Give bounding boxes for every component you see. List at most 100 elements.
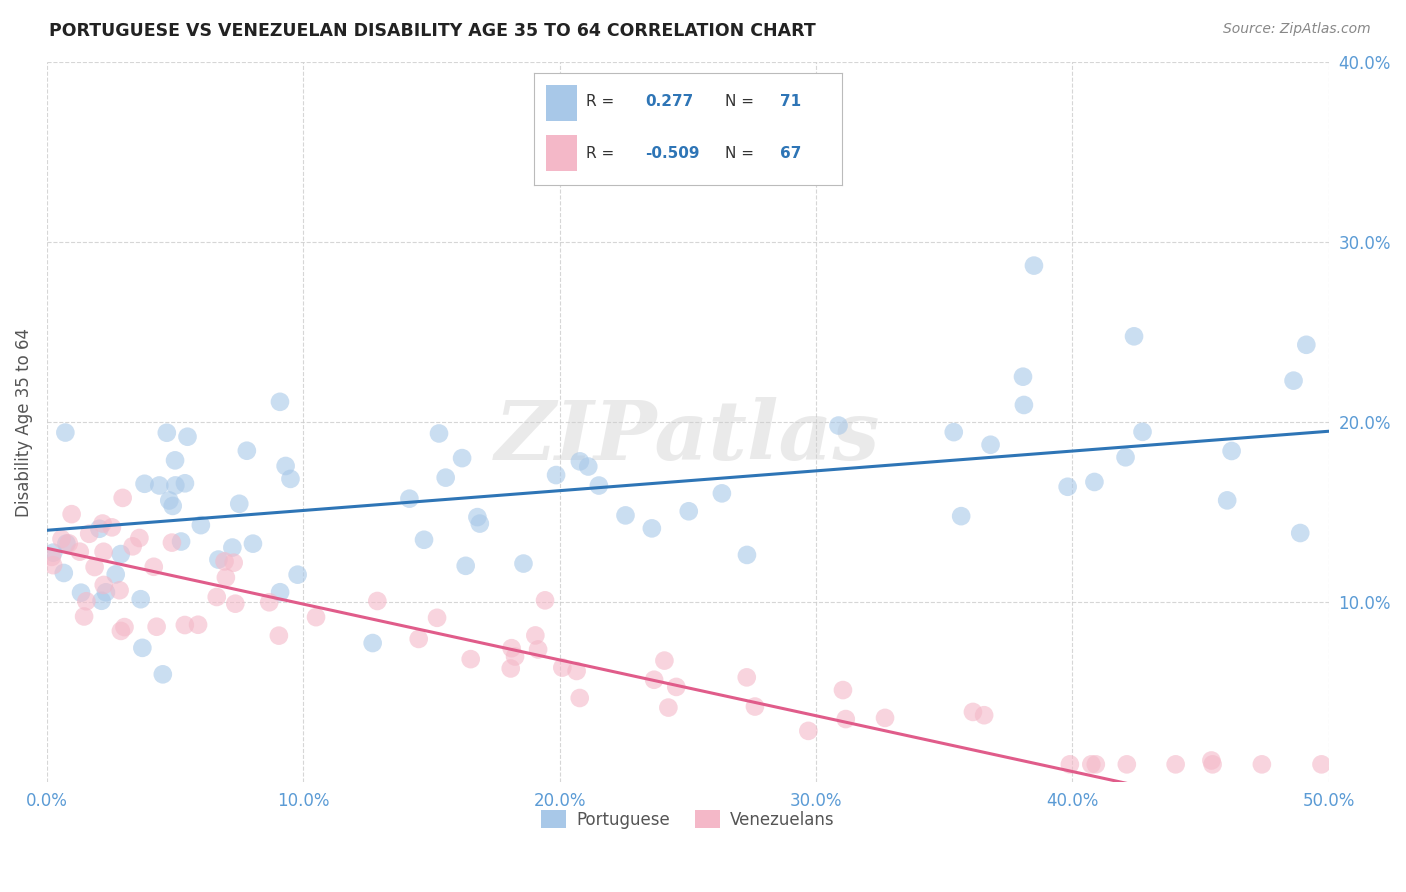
Point (973, 708, 995, 723)
Point (128, 531, 150, 545)
Point (873, 711, 896, 725)
Point (1022, 259, 1045, 273)
Point (1282, 374, 1305, 388)
Point (551, 660, 574, 674)
Point (162, 499, 184, 513)
Point (165, 453, 187, 467)
Point (1201, 754, 1223, 768)
Point (152, 667, 174, 681)
Point (1115, 450, 1137, 465)
Point (111, 491, 134, 505)
Point (207, 552, 229, 566)
Point (398, 491, 420, 506)
Y-axis label: Disability Age 35 to 64: Disability Age 35 to 64 (15, 327, 32, 516)
Point (114, 620, 136, 634)
Point (269, 585, 291, 599)
Point (148, 478, 170, 492)
Point (527, 642, 550, 657)
Point (427, 426, 450, 441)
Point (280, 472, 302, 486)
Point (1295, 338, 1317, 352)
Point (665, 680, 688, 694)
Point (287, 567, 309, 582)
Point (1216, 493, 1239, 508)
Point (259, 595, 281, 609)
Point (512, 557, 534, 571)
Point (110, 624, 132, 638)
Point (187, 617, 209, 632)
Point (1059, 757, 1081, 772)
Point (467, 510, 489, 524)
Point (165, 478, 187, 492)
Legend: Portuguese, Venezuelans: Portuguese, Venezuelans (534, 803, 841, 835)
Point (101, 520, 124, 534)
Point (91, 516, 114, 531)
Point (121, 539, 143, 553)
Point (205, 590, 228, 604)
Point (1164, 757, 1187, 772)
Point (733, 154, 755, 169)
Point (797, 723, 820, 738)
Point (568, 691, 591, 706)
Point (221, 541, 243, 555)
Point (173, 618, 195, 632)
Point (242, 536, 264, 550)
Point (110, 547, 132, 561)
Point (980, 438, 1002, 452)
Point (361, 636, 384, 650)
Point (94, 585, 117, 599)
Point (89, 522, 111, 536)
Point (93, 545, 115, 559)
Point (1250, 757, 1272, 772)
Point (710, 486, 733, 500)
Point (267, 629, 290, 643)
Point (835, 712, 858, 726)
Point (468, 516, 491, 531)
Point (1012, 369, 1035, 384)
Point (51, 532, 73, 546)
Point (1123, 329, 1146, 343)
Point (156, 425, 179, 440)
Point (735, 670, 758, 684)
Point (1084, 757, 1107, 772)
Point (236, 443, 259, 458)
Point (170, 534, 193, 549)
Point (131, 640, 153, 655)
Point (52, 566, 75, 580)
Point (305, 610, 328, 624)
Point (962, 705, 984, 719)
Point (69, 544, 91, 558)
Point (108, 583, 131, 598)
Point (643, 673, 665, 687)
Point (1083, 475, 1105, 489)
Point (1201, 757, 1223, 772)
Point (160, 535, 183, 549)
Point (55, 536, 77, 550)
Point (568, 454, 591, 468)
Point (827, 418, 849, 433)
Point (269, 394, 291, 409)
Point (176, 430, 198, 444)
Point (73, 609, 96, 624)
Point (434, 470, 457, 484)
Point (460, 652, 482, 666)
Point (42, 558, 65, 573)
Point (104, 567, 127, 582)
Point (1310, 757, 1333, 772)
Point (70, 585, 93, 599)
Point (1289, 526, 1312, 541)
Point (413, 533, 436, 547)
Point (274, 458, 297, 473)
Point (678, 504, 700, 518)
Point (451, 451, 474, 466)
Point (58, 536, 80, 550)
Point (174, 476, 197, 491)
Point (90, 594, 112, 608)
Point (534, 593, 557, 607)
Point (1115, 757, 1137, 772)
Point (576, 459, 599, 474)
Point (145, 620, 167, 634)
Point (77, 526, 100, 541)
Point (832, 683, 855, 698)
Point (942, 425, 965, 439)
